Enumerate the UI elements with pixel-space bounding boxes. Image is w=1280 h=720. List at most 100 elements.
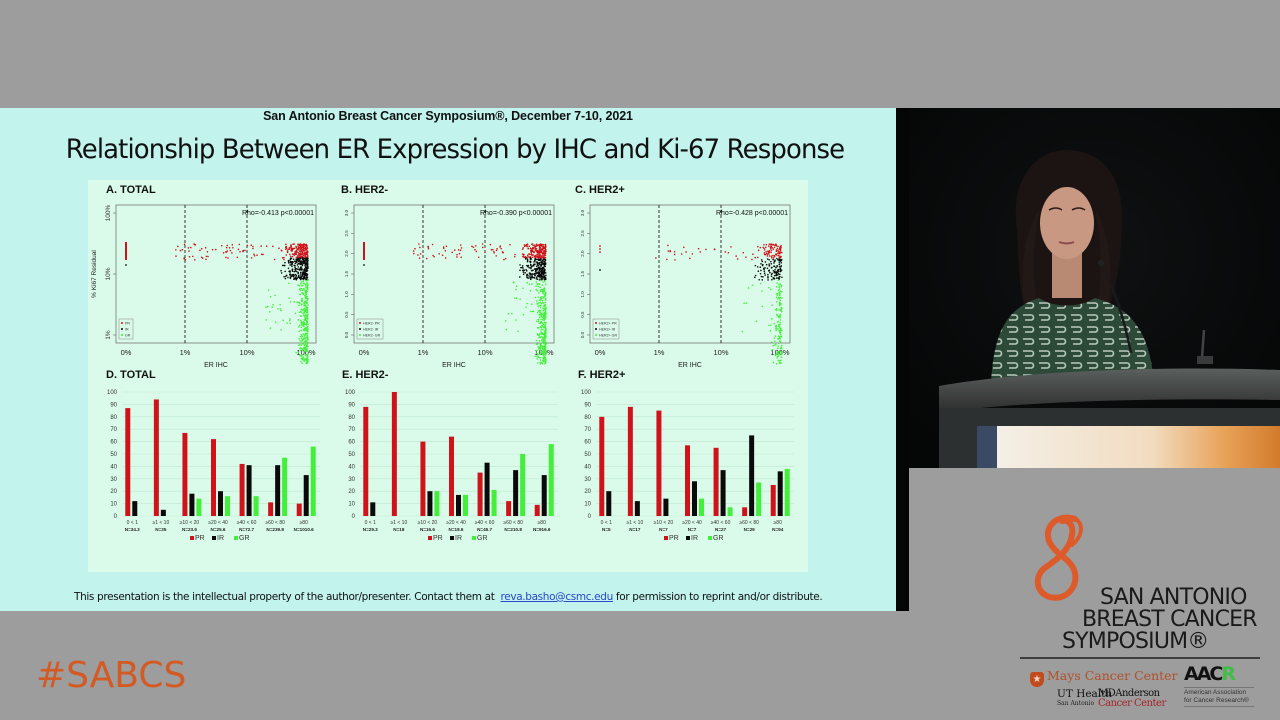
- bar: [282, 457, 288, 516]
- svg-text:N=35: N=35: [155, 527, 167, 532]
- mays-label: Mays Cancer Center: [1047, 668, 1178, 683]
- bar: [189, 493, 195, 516]
- svg-text:100%: 100%: [296, 348, 316, 357]
- svg-text:10%: 10%: [713, 348, 728, 357]
- svg-text:10: 10: [348, 502, 355, 508]
- figure-panel: A. TOTAL B. HER2- C. HER2+ D. TOTAL E. H…: [88, 180, 808, 572]
- sabcs-line-3: SYMPOSIUM®: [1062, 629, 1209, 654]
- svg-text:≥20 < 40: ≥20 < 40: [682, 520, 702, 526]
- aacr-line-2: for Cancer Research®: [1184, 697, 1249, 704]
- svg-text:100: 100: [581, 390, 592, 396]
- bar-svg: 0 10 20 30 40 50 60 70 80 90 100 0 < 1N=5 ≥1 < 10N=1…: [581, 390, 794, 542]
- svg-text:≥40 < 60: ≥40 < 60: [711, 520, 731, 526]
- svg-text:HER2+ GR: HER2+ GR: [599, 334, 617, 338]
- svg-text:70: 70: [584, 427, 591, 433]
- svg-text:HER2- PR: HER2- PR: [363, 322, 380, 326]
- footer-text: This presentation is the intellectual pr…: [74, 591, 495, 603]
- svg-text:ER IHC: ER IHC: [678, 362, 702, 369]
- bar: [720, 470, 726, 516]
- svg-text:N=239.8: N=239.8: [266, 527, 284, 532]
- svg-text:PR: PR: [669, 535, 679, 542]
- md-anderson-sub: Cancer Center: [1098, 698, 1166, 709]
- svg-text:N=18.6: N=18.6: [449, 527, 464, 532]
- scatter-plot-her2-pos: 0% 1% 10% 100% ER IHC 0.0 0.5 1.0 1.5 2.0 2.5 3.0 Rh…: [562, 200, 798, 370]
- svg-text:3.0: 3.0: [344, 209, 349, 216]
- svg-text:ER IHC: ER IHC: [204, 362, 228, 369]
- md-anderson-logo: MDAnderson Cancer Center: [1098, 689, 1166, 709]
- svg-text:N=5: N=5: [602, 527, 611, 532]
- svg-text:N=16.6: N=16.6: [420, 527, 435, 532]
- svg-text:PR: PR: [125, 322, 130, 326]
- bar: [370, 502, 376, 516]
- svg-text:1.5: 1.5: [344, 270, 349, 277]
- svg-text:0: 0: [352, 514, 356, 520]
- svg-text:PR: PR: [195, 535, 205, 542]
- md-anderson-label: MDAnderson: [1098, 688, 1160, 699]
- sabcs-logo: SAN ANTONIO BREAST CANCER SYMPOSIUM® ★ Ma…: [1010, 505, 1280, 720]
- svg-text:IR: IR: [455, 535, 462, 542]
- svg-text:0.5: 0.5: [580, 311, 585, 318]
- svg-text:1%: 1%: [180, 348, 191, 357]
- svg-text:100: 100: [107, 390, 118, 396]
- svg-text:10: 10: [110, 502, 117, 508]
- svg-text:≥80: ≥80: [538, 520, 547, 526]
- bar: [548, 444, 554, 516]
- svg-text:0.0: 0.0: [344, 331, 349, 338]
- bar: [246, 465, 252, 516]
- svg-text:2.0: 2.0: [344, 250, 349, 257]
- bar: [420, 441, 426, 516]
- svg-text:10%: 10%: [239, 348, 254, 357]
- svg-text:GR: GR: [713, 535, 724, 542]
- svg-text:0.5: 0.5: [344, 311, 349, 318]
- svg-text:≥80: ≥80: [300, 520, 309, 526]
- bar: [742, 507, 748, 516]
- svg-text:≥40 < 60: ≥40 < 60: [475, 520, 495, 526]
- svg-text:N=210.8: N=210.8: [504, 527, 522, 532]
- svg-text:Rho=-0.428 p<0.00001: Rho=-0.428 p<0.00001: [716, 210, 788, 217]
- presenter-image: [909, 108, 1280, 468]
- bar: [477, 472, 483, 516]
- ut-health-sub: San Antonio: [1057, 700, 1095, 707]
- bar-svg: 0 10 20 30 40 50 60 70 80 90 100 0 < 1N=29.3 ≥1 < 10…: [345, 390, 558, 542]
- svg-text:IR: IR: [217, 535, 224, 542]
- svg-text:100%: 100%: [770, 348, 790, 357]
- aacr-line-1: American Association: [1184, 689, 1247, 696]
- svg-text:≥10 < 20: ≥10 < 20: [418, 520, 438, 526]
- bar: [534, 504, 540, 516]
- bar: [685, 445, 690, 516]
- footer-text-after: for permission to reprint and/or distrib…: [615, 591, 823, 603]
- contact-email-link[interactable]: reva.basho@csmc.edu: [500, 591, 614, 603]
- bar: [153, 399, 159, 516]
- bar: [491, 489, 497, 516]
- hashtag-sabcs: #SABCS: [36, 655, 187, 696]
- svg-text:40: 40: [110, 464, 117, 470]
- svg-text:50: 50: [348, 452, 355, 458]
- svg-text:50: 50: [110, 452, 117, 458]
- svg-text:40: 40: [584, 464, 591, 470]
- sabcs-line-1: SAN ANTONIO: [1100, 585, 1247, 610]
- svg-text:Rho=-0.390 p<0.00001: Rho=-0.390 p<0.00001: [480, 210, 552, 217]
- svg-text:N=17: N=17: [629, 527, 641, 532]
- bar: [253, 496, 259, 516]
- svg-text:80: 80: [348, 415, 355, 421]
- aacr-logo: AACR American Association for Cancer Res…: [1184, 663, 1254, 707]
- svg-text:≥1 < 10: ≥1 < 10: [390, 520, 407, 526]
- svg-text:80: 80: [584, 415, 591, 421]
- sabcs-line-2: BREAST CANCER: [1082, 607, 1258, 632]
- bar: [756, 482, 762, 516]
- svg-text:GR: GR: [125, 334, 131, 338]
- svg-text:N=7: N=7: [659, 527, 668, 532]
- svg-text:70: 70: [110, 427, 117, 433]
- bar: [296, 503, 302, 516]
- bar: [777, 471, 783, 516]
- svg-text:20: 20: [348, 489, 355, 495]
- svg-text:60: 60: [110, 440, 117, 446]
- svg-text:30: 30: [110, 477, 117, 483]
- svg-text:1%: 1%: [105, 330, 112, 340]
- bar: [310, 446, 316, 516]
- svg-text:10%: 10%: [105, 267, 112, 280]
- svg-text:1%: 1%: [654, 348, 665, 357]
- bar: [160, 509, 166, 516]
- svg-text:90: 90: [348, 402, 355, 408]
- bar: [132, 501, 138, 516]
